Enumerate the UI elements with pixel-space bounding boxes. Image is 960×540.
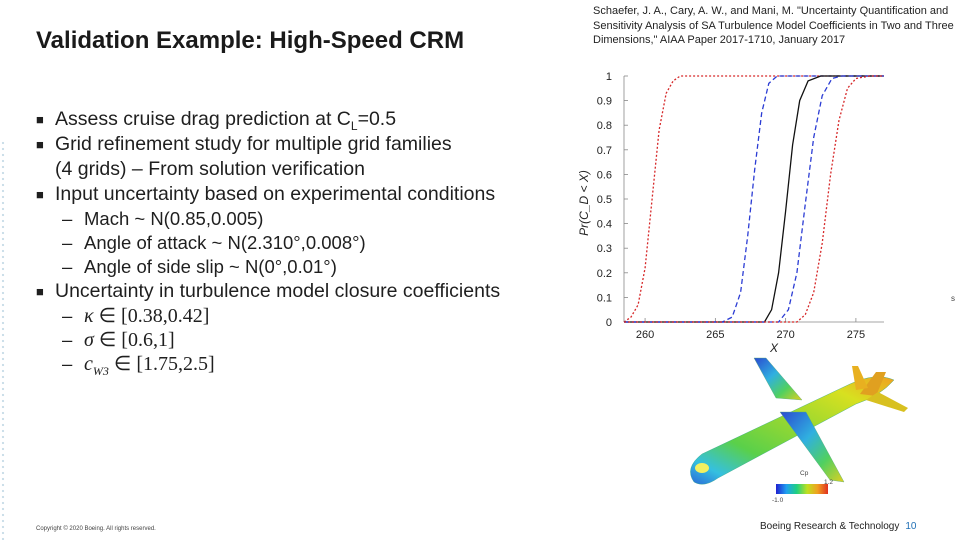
y-tick-label: 0 [606, 317, 612, 329]
colorbar-min: -1.0 [772, 497, 784, 504]
bullet-marker: ■ [36, 284, 44, 299]
y-tick-label: 0.5 [597, 194, 612, 206]
kappa-range: ∈ [0.38,0.42] [98, 305, 210, 327]
sub-bullet-angle-of-attack: – Angle of attack ~ N(2.310°,0.008°) [36, 231, 581, 255]
dash-marker: – [62, 232, 73, 253]
slide-title: Validation Example: High-Speed CRM [36, 27, 465, 54]
bullet-text: Uncertainty in turbulence model closure … [55, 280, 501, 302]
dash-marker: – [62, 353, 73, 374]
sub-bullet-kappa: – κ ∈ [0.38,0.42] [36, 304, 581, 328]
colorbar-max: 1.2 [824, 479, 834, 486]
colorbar-title: Cp [800, 470, 809, 477]
decorative-dot-pattern [0, 140, 8, 540]
dash-marker: – [62, 329, 73, 350]
sigma-range: ∈ [0.6,1] [98, 329, 175, 351]
edge-mark: s [951, 294, 955, 303]
footer-org-label: Boeing Research & Technology [760, 521, 900, 532]
bullet-marker: ■ [36, 137, 44, 152]
sub-bullet-text: Mach ~ N(0.85,0.005) [84, 208, 264, 229]
cdf-series-line-5 [624, 75, 884, 323]
bullet-grid-refinement: ■ Grid refinement study for multiple gri… [36, 132, 581, 157]
cdf-series-line-3 [624, 75, 884, 323]
dash-marker: – [62, 305, 73, 326]
x-tick-label: 270 [776, 329, 794, 341]
bullet-grid-refinement-continued: (4 grids) – From solution verification [55, 158, 365, 180]
colorbar [776, 484, 828, 494]
sub-bullet-text: Angle of attack ~ N(2.310°,0.008°) [84, 232, 366, 253]
sigma-symbol: σ [84, 329, 94, 351]
x-axis-label: X [769, 341, 779, 354]
citation-reference: Schaefer, J. A., Cary, A. W., and Mani, … [593, 5, 954, 46]
y-tick-label: 0.4 [597, 219, 612, 231]
cw3-subscript: W3 [92, 364, 109, 378]
cdf-chart: 0 0.1 0.2 0.3 0.4 0.5 0.6 0.7 0.8 0.9 1 260 265 270 27… [572, 66, 960, 355]
cdf-series-line-1 [623, 75, 884, 323]
bullet-cruise-drag: ■ Assess cruise drag prediction at CL=0.… [36, 107, 581, 132]
y-tick-label: 0.8 [597, 120, 612, 132]
y-tick-label: 0.9 [597, 96, 612, 108]
x-tick-label: 265 [706, 329, 724, 341]
footer-org: Boeing Research & Technology 10 [760, 521, 916, 532]
x-tick-label: 260 [636, 329, 654, 341]
cw3-symbol: c [84, 353, 93, 375]
y-tick-label: 0.2 [597, 268, 612, 280]
x-tick-label: 275 [847, 329, 865, 341]
kappa-symbol: κ [84, 305, 94, 327]
y-tick-label: 1 [606, 71, 612, 83]
y-tick-label: 0.1 [597, 292, 612, 304]
bullet-list: ■ Assess cruise drag prediction at CL=0.… [36, 107, 581, 378]
y-tick-label: 0.6 [597, 169, 612, 181]
sub-bullet-sigma: – σ ∈ [0.6,1] [36, 328, 581, 352]
y-tick-label: 0.7 [597, 145, 612, 157]
page-number: 10 [905, 521, 917, 532]
bullet-turbulence-uncertainty: ■ Uncertainty in turbulence model closur… [36, 279, 581, 304]
bullet-text: Assess cruise drag prediction at C [55, 108, 351, 130]
cdf-series-line-4 [624, 75, 884, 323]
bullet-marker: ■ [36, 187, 44, 202]
bullet-subscript: L [350, 118, 358, 133]
bullet-text-suffix: =0.5 [357, 108, 397, 130]
cw3-range: ∈ [1.75,2.5] [113, 353, 215, 375]
sub-bullet-side-slip: – Angle of side slip ~ N(0°,0.01°) [36, 255, 581, 279]
y-axis-label: Pr(C_D < X) [577, 170, 591, 236]
sub-bullet-text: Angle of side slip ~ N(0°,0.01°) [84, 256, 337, 277]
bullet-marker: ■ [36, 112, 44, 127]
cdf-series-line-2 [624, 75, 884, 323]
copyright-notice: Copyright © 2020 Boeing. All rights rese… [36, 526, 156, 532]
dash-marker: – [62, 208, 73, 229]
dash-marker: – [62, 256, 73, 277]
sub-bullet-cw3: – cW3 ∈ [1.75,2.5] [36, 352, 581, 378]
bullet-text: Grid refinement study for multiple grid … [55, 133, 452, 155]
bullet-input-uncertainty: ■ Input uncertainty based on experimenta… [36, 182, 581, 207]
sub-bullet-mach: – Mach ~ N(0.85,0.005) [36, 207, 581, 231]
y-tick-label: 0.3 [597, 243, 612, 255]
bullet-text: Input uncertainty based on experimental … [55, 183, 496, 205]
aircraft-pressure-image [690, 357, 908, 485]
